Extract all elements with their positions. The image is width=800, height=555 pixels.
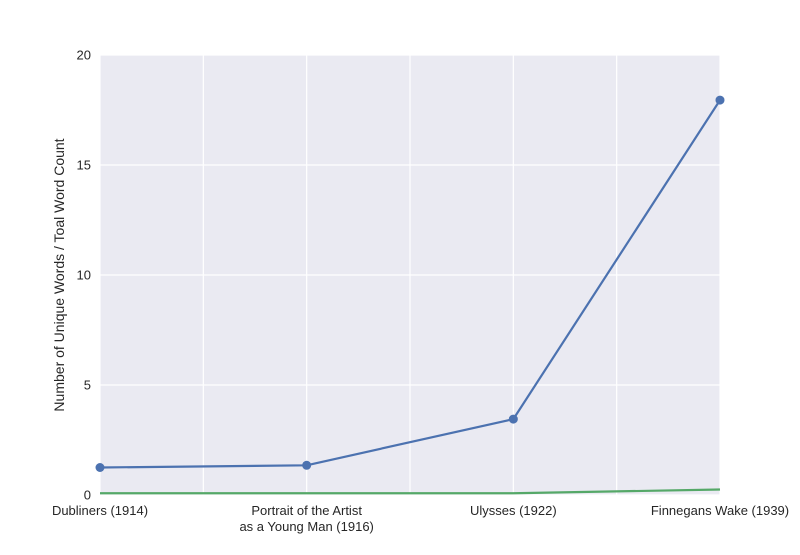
series-0-point-2 xyxy=(508,414,518,424)
series-0-point-0 xyxy=(95,463,105,472)
x-tick-label-2: Ulysses (1922) xyxy=(470,503,557,518)
series-layer xyxy=(95,95,725,495)
x-tick-label-3: Finnegans Wake (1939) xyxy=(651,503,789,518)
series-line-1 xyxy=(100,488,721,495)
y-tick-label-2: 10 xyxy=(77,268,91,283)
y-tick-label-4: 20 xyxy=(77,48,91,63)
y-tick-label-0: 0 xyxy=(84,488,91,503)
y-tick-label-3: 15 xyxy=(77,158,91,173)
series-line-0 xyxy=(99,99,721,469)
x-axis-ticks: Dubliners (1914) Portrait of the Artist as… xyxy=(52,503,789,534)
series-0-point-1 xyxy=(302,460,312,470)
y-axis-label: Number of Unique Words / Toal Word Count xyxy=(51,138,67,411)
y-axis-ticks: 0 5 10 15 20 xyxy=(77,48,91,503)
series-0-point-3 xyxy=(715,95,725,105)
x-tick-label-0: Dubliners (1914) xyxy=(52,503,148,518)
x-tick-label-1: Portrait of the Artist as a Young Man (19… xyxy=(239,503,373,534)
y-tick-label-1: 5 xyxy=(84,378,91,393)
